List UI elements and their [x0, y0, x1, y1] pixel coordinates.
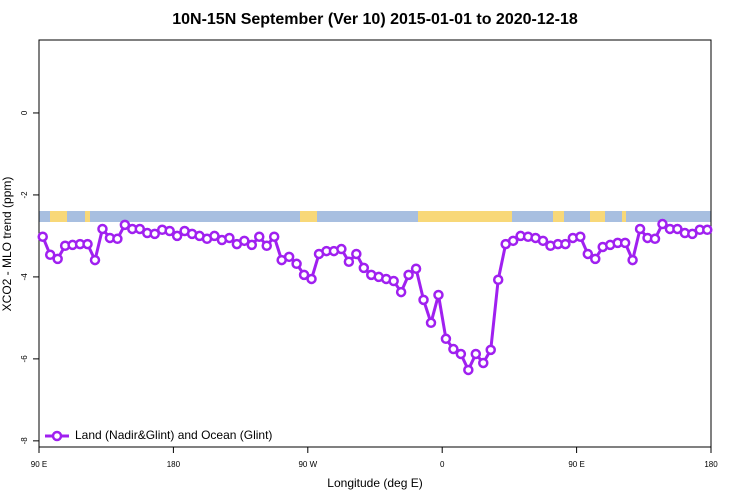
data-point — [343, 256, 355, 267]
data-point — [268, 231, 280, 242]
x-tick-label: 180 — [704, 460, 718, 469]
data-point — [448, 343, 459, 355]
data-point — [425, 317, 437, 329]
data-point — [89, 254, 101, 266]
data-point — [575, 231, 586, 242]
data-point — [418, 294, 429, 306]
data-point — [485, 344, 496, 356]
data-point — [634, 223, 646, 235]
legend-marker — [51, 430, 63, 442]
data-point — [649, 233, 661, 245]
y-tick-label: -2 — [20, 191, 29, 199]
data-point — [246, 239, 258, 251]
data-point — [306, 273, 317, 285]
data-point — [112, 233, 123, 245]
y-axis-label: XCO2 - MLO trend (ppm) — [0, 177, 14, 312]
data-point — [702, 224, 713, 236]
data-point — [239, 235, 250, 247]
data-point — [149, 228, 160, 240]
data-point — [261, 240, 272, 252]
data-point — [209, 230, 220, 242]
data-point — [336, 243, 347, 255]
data-point — [351, 248, 362, 260]
data-point — [291, 258, 302, 270]
chart-title: 10N-15N September (Ver 10) 2015-01-01 to… — [172, 11, 578, 28]
data-point — [537, 235, 549, 247]
data-point — [388, 275, 399, 287]
y-tick-label: -8 — [20, 437, 29, 445]
data-point — [254, 231, 265, 242]
land-ocean-strip — [39, 211, 711, 222]
data-point — [52, 253, 63, 265]
y-tick-label: -6 — [20, 355, 29, 363]
data-point — [134, 223, 146, 235]
legend-label: Land (Nadir&Glint) and Ocean (Glint) — [75, 428, 272, 442]
data-point — [119, 219, 131, 231]
data-point — [97, 223, 108, 235]
data-point — [358, 262, 370, 274]
data-point — [395, 286, 407, 298]
data-point — [171, 230, 183, 242]
data-point — [283, 251, 295, 263]
data-point — [627, 254, 638, 266]
data-point — [37, 231, 48, 242]
data-point — [403, 269, 414, 281]
data-point — [463, 364, 474, 376]
x-tick-label: 90 E — [31, 460, 47, 469]
data-point — [455, 348, 467, 360]
data-point — [478, 357, 489, 369]
data-point — [224, 232, 235, 244]
x-tick-label: 90 W — [298, 460, 317, 469]
data-point — [492, 274, 504, 286]
data-point — [657, 218, 668, 230]
data-point — [440, 333, 452, 345]
data-point — [672, 223, 683, 235]
x-tick-label: 180 — [167, 460, 181, 469]
data-point — [507, 235, 519, 247]
data-point — [410, 263, 422, 274]
x-tick-label: 90 E — [568, 460, 584, 469]
x-axis-label: Longitude (deg E) — [327, 476, 422, 490]
data-point — [44, 249, 56, 261]
data-point — [298, 269, 310, 281]
data-point — [164, 225, 175, 237]
data-point — [433, 289, 444, 301]
y-tick-label: 0 — [20, 110, 29, 115]
plot-frame — [38, 39, 712, 448]
data-point — [470, 348, 482, 360]
data-point — [82, 238, 93, 250]
data-point — [590, 253, 601, 265]
data-point — [560, 238, 571, 250]
data-point — [582, 248, 594, 260]
data-point — [687, 228, 698, 240]
y-tick-label: -4 — [20, 273, 29, 281]
data-point — [619, 237, 631, 249]
x-tick-label: 0 — [440, 460, 445, 469]
